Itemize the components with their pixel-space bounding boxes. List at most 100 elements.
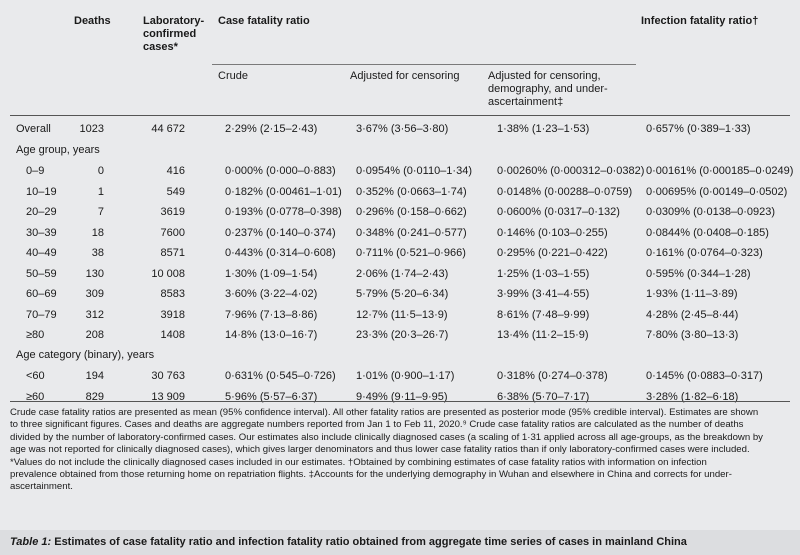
subheader-adjusted-censoring: Adjusted for censoring: [350, 70, 460, 82]
crude-value: 2·29% (2·15–2·43): [225, 123, 318, 135]
cases-value: 8583: [160, 288, 185, 300]
row-label: 30–39: [26, 226, 57, 239]
crude-value: 0·237% (0·140–0·374): [225, 226, 336, 239]
crude-value: 7·96% (7·13–8·86): [225, 308, 318, 321]
adj-censoring-value: 3·67% (3·56–3·80): [356, 123, 449, 135]
table-row: 20–29 7 3619 0·193% (0·0778–0·398) 0·296% (0…: [0, 203, 800, 222]
adj-full-value: 0·318% (0·274–0·378): [497, 370, 608, 382]
table-row: 30–39 18 7600 0·237% (0·140–0·374) 0·348% (0…: [0, 224, 800, 243]
deaths-value: 1: [97, 185, 104, 198]
table-row: 0–9 0 416 0·000% (0·000–0·883) 0·0954% (0·01…: [0, 162, 800, 181]
adj-full-value: 0·00260% (0·000312–0·0382): [497, 165, 645, 177]
deaths-value: 130: [85, 267, 104, 280]
ifr-value: 0·0309% (0·0138–0·0923): [646, 206, 776, 218]
ifr-value: 0·145% (0·0883–0·317): [646, 370, 763, 382]
cases-value: 44 672: [151, 123, 185, 135]
adj-full-value: 8·61% (7·48–9·99): [497, 308, 590, 321]
deaths-value: 0: [97, 165, 104, 177]
adj-full-value: 0·0600% (0·0317–0·132): [497, 206, 620, 218]
crude-value: 0·631% (0·545–0·726): [225, 370, 336, 382]
cases-value: 13 909: [151, 390, 185, 403]
row-label: 60–69: [26, 288, 57, 300]
table-row: 60–69 309 8583 3·60% (3·22–4·02) 5·79% (5·20…: [0, 285, 800, 304]
crude-value: 0·193% (0·0778–0·398): [225, 206, 342, 218]
table-row: 40–49 38 8571 0·443% (0·314–0·608) 0·711% (0…: [0, 244, 800, 263]
adj-censoring-value: 0·296% (0·158–0·662): [356, 206, 467, 218]
header-deaths: Deaths: [74, 15, 111, 27]
crude-value: 0·000% (0·000–0·883): [225, 165, 336, 177]
adj-full-value: 1·38% (1·23–1·53): [497, 123, 590, 135]
adj-censoring-value: 0·711% (0·521–0·966): [356, 247, 466, 259]
adj-full-value: 0·0148% (0·00288–0·0759): [497, 185, 633, 198]
deaths-value: 208: [85, 329, 104, 341]
table-row: 70–79 312 3918 7·96% (7·13–8·86) 12·7% (11·5…: [0, 306, 800, 325]
cases-value: 549: [166, 185, 185, 198]
deaths-value: 7: [97, 206, 104, 218]
note-line: prevalence obtained from those returning…: [10, 469, 732, 481]
adj-full-value: 6·38% (5·70–7·17): [497, 390, 590, 403]
adj-censoring-value: 1·01% (0·900–1·17): [356, 370, 455, 382]
table-caption: Table 1: Estimates of case fatality rati…: [0, 530, 800, 555]
cases-value: 3619: [160, 206, 185, 218]
header-cfr: Case fatality ratio: [218, 15, 310, 27]
row-label: 0–9: [26, 165, 45, 177]
deaths-value: 18: [91, 226, 104, 239]
adj-full-value: 0·295% (0·221–0·422): [497, 247, 608, 259]
cases-value: 10 008: [151, 267, 185, 280]
adj-full-value: 3·99% (3·41–4·55): [497, 288, 590, 300]
note-line: Crude case fatality ratios are presented…: [10, 407, 759, 418]
caption-text: Estimates of case fatality ratio and inf…: [51, 536, 687, 548]
crude-value: 5·96% (5·57–6·37): [225, 390, 318, 403]
note-line: to three significant figures. Cases and …: [10, 419, 744, 431]
header-ifr: Infection fatality ratio†: [641, 15, 759, 27]
row-label: 40–49: [26, 247, 57, 259]
adj-censoring-value: 0·352% (0·0663–1·74): [356, 185, 467, 198]
cases-value: 1408: [160, 329, 185, 341]
age-group-heading: Age group, years: [16, 144, 100, 156]
ifr-value: 0·595% (0·344–1·28): [646, 267, 751, 280]
table-notes: Crude case fatality ratios are presented…: [10, 407, 790, 494]
ifr-value: 0·161% (0·0764–0·323): [646, 247, 763, 259]
ifr-value: 0·00161% (0·000185–0·0249): [646, 165, 794, 177]
subheader-crude: Crude: [218, 70, 248, 82]
header-lab-cases: Laboratory-confirmed cases*: [143, 15, 205, 53]
age-binary-heading: Age category (binary), years: [16, 349, 155, 361]
row-label: Overall: [16, 123, 51, 135]
adj-censoring-value: 0·0954% (0·0110–1·34): [356, 165, 472, 177]
adj-full-value: 1·25% (1·03–1·55): [497, 267, 590, 280]
subheader-adjusted-full: Adjusted for censoring, demography, and …: [488, 70, 608, 108]
table-row-overall: Overall 1023 44 672 2·29% (2·15–2·43) 3·…: [0, 120, 800, 139]
cases-value: 8571: [160, 247, 185, 259]
cfr-underline: [212, 64, 636, 65]
deaths-value: 38: [91, 247, 104, 259]
deaths-value: 829: [85, 390, 104, 403]
ifr-value: 0·657% (0·389–1·33): [646, 123, 751, 135]
adj-full-value: 13·4% (11·2–15·9): [497, 329, 589, 341]
adj-censoring-value: 9·49% (9·11–9·95): [356, 390, 448, 403]
deaths-value: 312: [85, 308, 104, 321]
table-row: <60 194 30 763 0·631% (0·545–0·726) 1·01% (0…: [0, 367, 800, 386]
crude-value: 0·182% (0·00461–1·01): [225, 185, 342, 198]
crude-value: 0·443% (0·314–0·608): [225, 247, 336, 259]
ifr-value: 1·93% (1·11–3·89): [646, 288, 738, 300]
row-label: <60: [26, 370, 45, 382]
row-label: 50–59: [26, 267, 57, 280]
note-line: *Values do not include the clinically di…: [10, 456, 707, 468]
ifr-value: 4·28% (2·45–8·44): [646, 308, 739, 321]
row-label: 20–29: [26, 206, 57, 218]
crude-value: 1·30% (1·09–1·54): [225, 267, 318, 280]
cases-value: 3918: [160, 308, 185, 321]
row-label: 70–79: [26, 308, 57, 321]
deaths-value: 1023: [79, 123, 104, 135]
adj-censoring-value: 0·348% (0·241–0·577): [356, 226, 467, 239]
adj-censoring-value: 5·79% (5·20–6·34): [356, 288, 449, 300]
ifr-value: 0·0844% (0·0408–0·185): [646, 226, 769, 239]
caption-label: Table 1:: [10, 536, 52, 548]
crude-value: 3·60% (3·22–4·02): [225, 288, 318, 300]
deaths-value: 309: [85, 288, 104, 300]
ifr-value: 0·00695% (0·00149–0·0502): [646, 185, 788, 198]
table-bottom-rule: [10, 401, 790, 402]
row-label: 10–19: [26, 185, 57, 198]
cases-value: 7600: [160, 226, 185, 239]
ifr-value: 3·28% (1·82–6·18): [646, 390, 739, 403]
